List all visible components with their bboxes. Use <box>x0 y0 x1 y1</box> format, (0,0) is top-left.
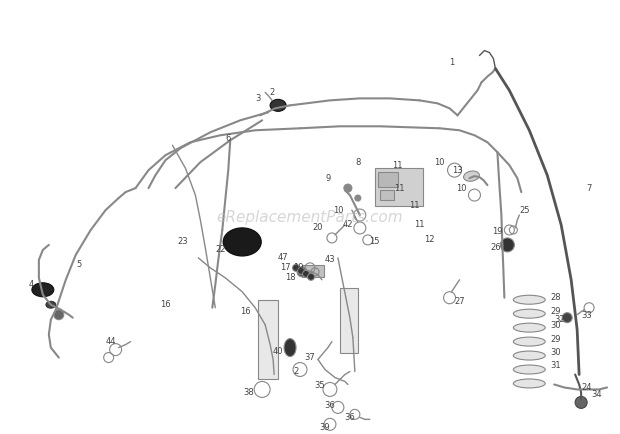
Text: 29: 29 <box>550 307 560 316</box>
Ellipse shape <box>270 99 286 112</box>
Text: 1: 1 <box>449 58 454 67</box>
Ellipse shape <box>513 351 545 360</box>
Circle shape <box>298 267 304 274</box>
Text: 20: 20 <box>312 224 323 233</box>
Text: 8: 8 <box>355 158 361 167</box>
Text: 11: 11 <box>394 184 405 193</box>
Text: 6: 6 <box>226 134 231 143</box>
Circle shape <box>575 396 587 408</box>
Ellipse shape <box>513 379 545 388</box>
Ellipse shape <box>513 309 545 318</box>
Text: 30: 30 <box>550 348 560 357</box>
Circle shape <box>344 184 352 192</box>
Text: 10: 10 <box>456 184 467 193</box>
Text: 35: 35 <box>315 381 326 390</box>
Text: 38: 38 <box>243 388 254 397</box>
Text: 42: 42 <box>343 220 353 230</box>
Text: 13: 13 <box>452 166 463 174</box>
Text: 26: 26 <box>490 243 501 253</box>
Text: 10: 10 <box>333 206 343 214</box>
Text: 22: 22 <box>215 245 226 254</box>
Text: 2: 2 <box>293 367 299 376</box>
Circle shape <box>562 312 572 322</box>
Text: 34: 34 <box>591 390 603 399</box>
Text: 28: 28 <box>550 293 560 302</box>
Text: 30: 30 <box>550 321 560 330</box>
Text: 36: 36 <box>324 401 335 410</box>
Text: 44: 44 <box>105 337 116 346</box>
Ellipse shape <box>464 171 479 181</box>
Text: 15: 15 <box>370 237 380 247</box>
Text: 9: 9 <box>326 174 330 183</box>
Text: 11: 11 <box>392 161 403 170</box>
FancyBboxPatch shape <box>302 265 324 277</box>
Text: 24: 24 <box>582 383 592 392</box>
Text: 7: 7 <box>587 184 592 193</box>
Text: 25: 25 <box>519 206 529 214</box>
Text: 17: 17 <box>280 263 290 273</box>
FancyBboxPatch shape <box>340 288 358 352</box>
Circle shape <box>500 238 515 252</box>
Ellipse shape <box>513 365 545 374</box>
Text: 31: 31 <box>550 361 560 370</box>
Ellipse shape <box>223 228 261 256</box>
Text: 5: 5 <box>76 260 81 270</box>
Text: 19: 19 <box>492 227 503 237</box>
Circle shape <box>308 273 314 280</box>
Circle shape <box>297 267 307 277</box>
Text: 29: 29 <box>550 335 560 344</box>
Ellipse shape <box>32 283 54 297</box>
FancyBboxPatch shape <box>375 168 423 206</box>
Text: 40: 40 <box>273 347 283 356</box>
Text: 18: 18 <box>285 273 295 282</box>
Text: 2: 2 <box>270 88 275 97</box>
Text: 3: 3 <box>255 94 261 103</box>
Text: 16: 16 <box>240 307 250 316</box>
FancyBboxPatch shape <box>258 300 278 379</box>
Text: 33: 33 <box>582 311 593 320</box>
Ellipse shape <box>513 295 545 304</box>
Ellipse shape <box>284 339 296 357</box>
FancyBboxPatch shape <box>380 190 394 200</box>
Text: 12: 12 <box>424 235 435 244</box>
Circle shape <box>293 264 299 271</box>
Text: 11: 11 <box>409 201 420 210</box>
Text: 43: 43 <box>325 255 335 264</box>
Circle shape <box>303 270 309 277</box>
Text: 16: 16 <box>160 300 171 309</box>
Text: 4: 4 <box>29 280 33 289</box>
Text: 23: 23 <box>177 237 188 247</box>
Text: 37: 37 <box>304 353 316 362</box>
Text: 32: 32 <box>554 315 565 324</box>
Ellipse shape <box>513 323 545 332</box>
Circle shape <box>54 310 64 320</box>
Ellipse shape <box>46 301 56 308</box>
Text: 39: 39 <box>320 423 330 432</box>
Text: 36: 36 <box>345 413 355 422</box>
Ellipse shape <box>513 337 545 346</box>
Text: eReplacementParts.com: eReplacementParts.com <box>216 210 404 226</box>
Text: 10: 10 <box>435 158 445 167</box>
Circle shape <box>355 195 361 201</box>
Text: 47: 47 <box>278 253 288 263</box>
FancyBboxPatch shape <box>378 172 397 187</box>
Text: 19: 19 <box>293 263 303 273</box>
Text: 11: 11 <box>414 220 425 230</box>
Text: 27: 27 <box>454 297 465 306</box>
